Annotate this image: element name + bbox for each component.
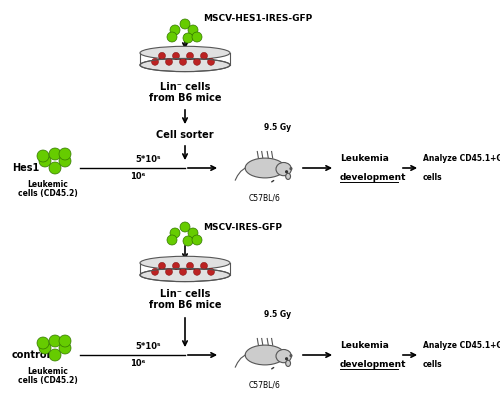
Text: 10⁶: 10⁶: [130, 172, 146, 181]
Circle shape: [158, 53, 166, 59]
Circle shape: [172, 53, 180, 59]
Circle shape: [183, 33, 193, 43]
Circle shape: [208, 58, 214, 65]
Text: Leukemia: Leukemia: [340, 341, 389, 350]
Circle shape: [167, 32, 177, 42]
Text: Lin⁻ cells: Lin⁻ cells: [160, 82, 210, 92]
Ellipse shape: [140, 46, 230, 60]
Ellipse shape: [140, 269, 230, 281]
Circle shape: [49, 162, 61, 174]
Circle shape: [188, 228, 198, 238]
Text: 10⁶: 10⁶: [130, 359, 146, 368]
Circle shape: [158, 262, 166, 269]
Text: cells: cells: [423, 173, 442, 182]
Text: cells: cells: [423, 360, 442, 369]
Ellipse shape: [245, 345, 285, 365]
Text: from B6 mice: from B6 mice: [149, 300, 221, 310]
Text: Analyze CD45.1+GFP+: Analyze CD45.1+GFP+: [423, 341, 500, 350]
Text: Cell sorter: Cell sorter: [156, 130, 214, 140]
Text: cells (CD45.2): cells (CD45.2): [18, 189, 78, 198]
Circle shape: [183, 236, 193, 246]
Circle shape: [194, 58, 200, 65]
Circle shape: [192, 32, 202, 42]
Circle shape: [172, 262, 180, 269]
Text: from B6 mice: from B6 mice: [149, 93, 221, 103]
Ellipse shape: [286, 173, 290, 179]
Circle shape: [180, 269, 186, 275]
Text: MSCV-HES1-IRES-GFP: MSCV-HES1-IRES-GFP: [203, 13, 312, 23]
Text: Leukemic: Leukemic: [28, 180, 68, 189]
Text: Hes1: Hes1: [12, 163, 39, 173]
Circle shape: [166, 58, 172, 65]
Ellipse shape: [140, 256, 230, 269]
Ellipse shape: [286, 360, 290, 367]
Circle shape: [167, 235, 177, 245]
Circle shape: [170, 228, 180, 238]
Text: Lin⁻ cells: Lin⁻ cells: [160, 289, 210, 299]
Circle shape: [39, 155, 51, 167]
Text: cells (CD45.2): cells (CD45.2): [18, 376, 78, 385]
Circle shape: [49, 148, 61, 160]
Ellipse shape: [276, 349, 291, 363]
Text: C57BL/6: C57BL/6: [249, 380, 281, 389]
Circle shape: [180, 58, 186, 65]
Circle shape: [290, 355, 292, 357]
Circle shape: [186, 262, 194, 269]
Circle shape: [194, 269, 200, 275]
Circle shape: [188, 25, 198, 35]
Circle shape: [166, 269, 172, 275]
Text: 5*10⁵: 5*10⁵: [135, 342, 161, 351]
Circle shape: [192, 235, 202, 245]
Circle shape: [200, 262, 207, 269]
Circle shape: [49, 349, 61, 361]
Text: development: development: [340, 173, 406, 182]
Text: C57BL/6: C57BL/6: [249, 193, 281, 202]
Text: 5*10⁵: 5*10⁵: [135, 155, 161, 164]
Ellipse shape: [140, 58, 230, 72]
Ellipse shape: [276, 163, 291, 176]
Ellipse shape: [245, 158, 285, 178]
Circle shape: [59, 335, 71, 347]
Text: development: development: [340, 360, 406, 369]
Text: 9.5 Gy: 9.5 Gy: [264, 310, 291, 319]
Circle shape: [37, 337, 49, 349]
Text: MSCV-IRES-GFP: MSCV-IRES-GFP: [203, 223, 282, 231]
Circle shape: [59, 148, 71, 160]
Text: Leukemia: Leukemia: [340, 154, 389, 163]
Circle shape: [170, 25, 180, 35]
Text: 9.5 Gy: 9.5 Gy: [264, 123, 291, 132]
Circle shape: [200, 53, 207, 59]
Circle shape: [208, 269, 214, 275]
Circle shape: [290, 168, 292, 170]
Circle shape: [49, 335, 61, 347]
Circle shape: [152, 58, 158, 65]
Circle shape: [186, 53, 194, 59]
Circle shape: [59, 155, 71, 167]
Text: Leukemic: Leukemic: [28, 367, 68, 376]
Text: control: control: [12, 350, 51, 360]
Circle shape: [59, 342, 71, 354]
Circle shape: [286, 358, 288, 359]
Circle shape: [286, 171, 288, 173]
Circle shape: [37, 150, 49, 162]
Text: Analyze CD45.1+GFP+: Analyze CD45.1+GFP+: [423, 154, 500, 163]
Circle shape: [180, 222, 190, 232]
Circle shape: [39, 342, 51, 354]
Circle shape: [180, 19, 190, 29]
Circle shape: [152, 269, 158, 275]
